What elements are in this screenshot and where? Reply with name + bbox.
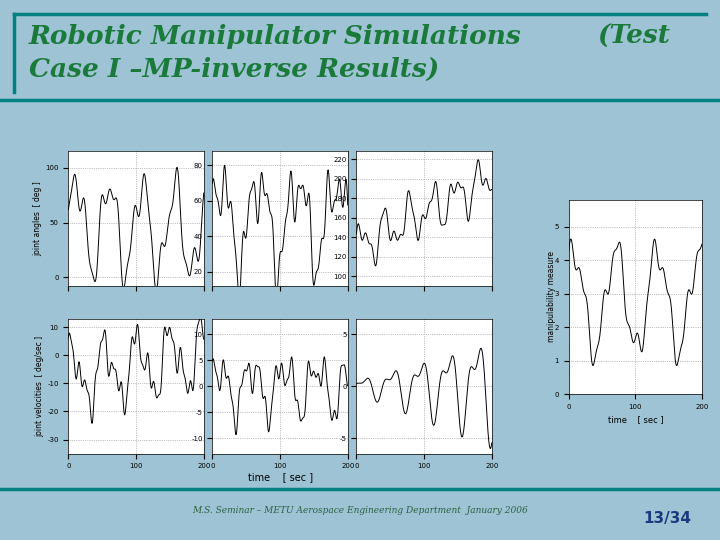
Text: time    [ sec ]: time [ sec ] <box>248 472 312 483</box>
Text: 13/34: 13/34 <box>643 511 691 526</box>
Text: Robotic Manipulator Simulations: Robotic Manipulator Simulations <box>29 24 521 49</box>
Text: (Test: (Test <box>598 24 670 49</box>
Y-axis label: joint angles  [ deg ]: joint angles [ deg ] <box>33 181 42 256</box>
Text: Case I –MP-inverse Results): Case I –MP-inverse Results) <box>29 57 439 82</box>
Y-axis label: joint velocities  [ deg/sec ]: joint velocities [ deg/sec ] <box>35 335 45 437</box>
Text: manipulability measure: manipulability measure <box>547 252 556 342</box>
X-axis label: time    [ sec ]: time [ sec ] <box>608 415 663 424</box>
Text: M.S. Seminar – METU Aerospace Engineering Department  January 2006: M.S. Seminar – METU Aerospace Engineerin… <box>192 506 528 515</box>
